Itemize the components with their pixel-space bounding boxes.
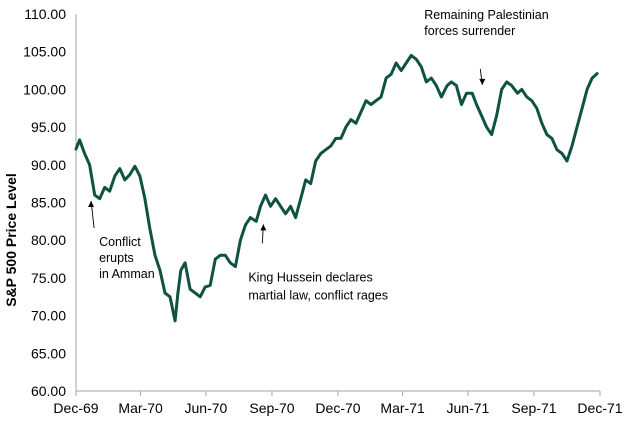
annotation: King Hussein declares martial law, confli… [248,224,388,302]
x-tick-label: Jun-71 [447,400,490,416]
x-tick-label: Dec-69 [53,400,98,416]
y-tick-label: 105.00 [23,44,66,60]
annotation-arrowhead [479,78,486,85]
x-tick-labels: Dec-69 Mar-70 Jun-70 Sep-70 Dec-70 Mar-71 Jun-… [53,400,622,416]
y-tick-label: 60.00 [31,383,66,399]
annotations: Conflict erupts in Amman King Hussein decla… [88,8,549,302]
y-tick-label: 65.00 [31,345,66,361]
annotation: Conflict erupts in Amman [88,200,155,281]
y-tick-label: 85.00 [31,195,66,211]
x-tick-label: Mar-70 [118,400,163,416]
x-tick-label: Jun-70 [185,400,228,416]
annotation-arrowhead [88,200,95,207]
annotation-line: erupts [99,251,134,265]
annotation-line: martial law, conflict rages [248,288,388,302]
y-tick-label: 110.00 [24,6,66,22]
annotation: Remaining Palestinian forces surrender [424,8,549,85]
x-tick-label: Dec-70 [315,400,360,416]
y-tick-labels: 60.00 65.00 70.00 75.00 80.00 85.00 90.00 95.00… [23,6,66,399]
axes [75,14,601,396]
annotation-line: forces surrender [424,24,515,38]
y-tick-label: 70.00 [31,308,66,324]
y-tick-label: 90.00 [31,157,66,173]
annotation-line: in Amman [99,267,155,281]
x-tick-label: Sep-71 [511,400,556,416]
y-tick-label: 75.00 [31,270,66,286]
y-tick-label: 95.00 [31,119,66,135]
annotation-label: Remaining Palestinian forces surrender [424,8,548,38]
annotation-line: Conflict [99,235,141,249]
x-tick-label: Mar-71 [380,400,425,416]
x-tick-label: Sep-70 [249,400,294,416]
y-tick-label: 100.00 [23,81,66,97]
annotation-label: Conflict erupts in Amman [99,235,155,281]
annotation-line: Remaining Palestinian [424,8,548,22]
annotation-label: King Hussein declares martial law, confli… [248,270,388,302]
series-line [74,54,599,323]
y-tick-label: 80.00 [31,232,66,248]
series-group [74,54,599,323]
y-axis-label: S&P 500 Price Level [3,173,19,307]
annotation-arrowhead [260,224,267,231]
annotation-line: King Hussein declares [248,270,372,284]
x-tick-label: Dec-71 [577,400,622,416]
